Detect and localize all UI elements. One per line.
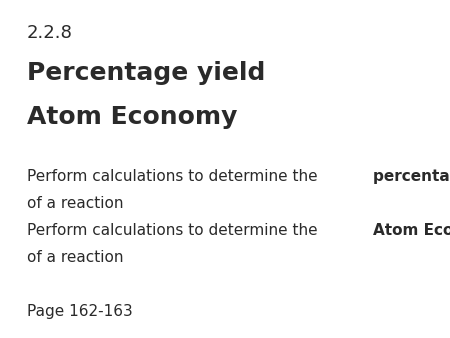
Text: Perform calculations to determine the: Perform calculations to determine the: [27, 223, 323, 238]
Text: 2.2.8: 2.2.8: [27, 24, 73, 42]
Text: Atom Economy: Atom Economy: [373, 223, 450, 238]
Text: Perform calculations to determine the: Perform calculations to determine the: [27, 169, 323, 184]
Text: Atom Economy: Atom Economy: [27, 105, 238, 129]
Text: percentage yield: percentage yield: [373, 169, 450, 184]
Text: Percentage yield: Percentage yield: [27, 61, 266, 85]
Text: Page 162-163: Page 162-163: [27, 304, 133, 319]
Text: of a reaction: of a reaction: [27, 250, 123, 265]
Text: of a reaction: of a reaction: [27, 196, 123, 211]
